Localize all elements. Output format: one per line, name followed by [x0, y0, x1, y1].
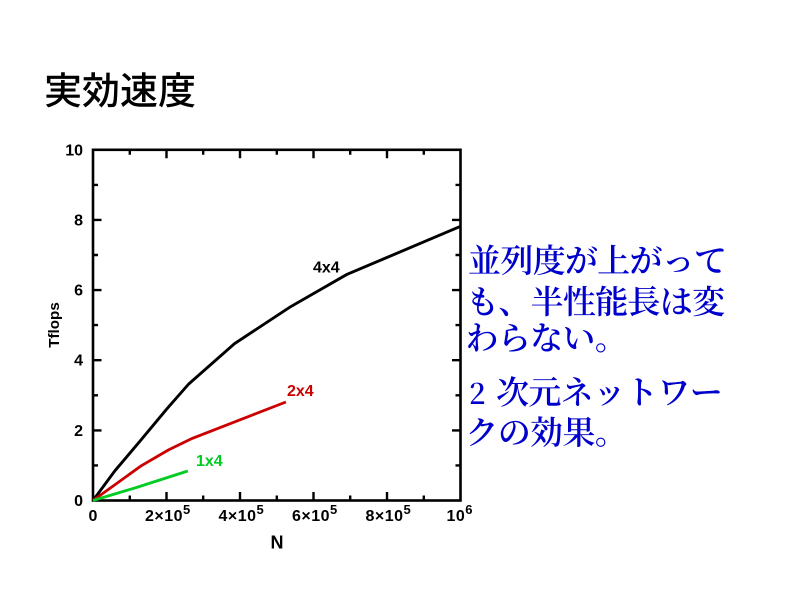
svg-text:8×105: 8×105 [366, 502, 412, 525]
svg-text:2×105: 2×105 [145, 502, 191, 525]
svg-text:N: N [271, 533, 284, 553]
svg-text:4x4: 4x4 [313, 260, 340, 277]
svg-text:0: 0 [74, 493, 83, 510]
svg-text:106: 106 [447, 502, 474, 525]
svg-text:8: 8 [74, 212, 83, 229]
svg-text:6×105: 6×105 [292, 502, 338, 525]
svg-text:4×105: 4×105 [219, 502, 265, 525]
svg-text:0: 0 [89, 508, 98, 525]
svg-text:2: 2 [74, 423, 83, 440]
svg-text:4: 4 [74, 353, 83, 370]
svg-text:10: 10 [65, 142, 83, 159]
svg-text:2x4: 2x4 [287, 383, 314, 400]
svg-text:1x4: 1x4 [196, 453, 223, 470]
svg-text:Tflops: Tflops [46, 302, 63, 348]
svg-text:6: 6 [74, 283, 83, 300]
